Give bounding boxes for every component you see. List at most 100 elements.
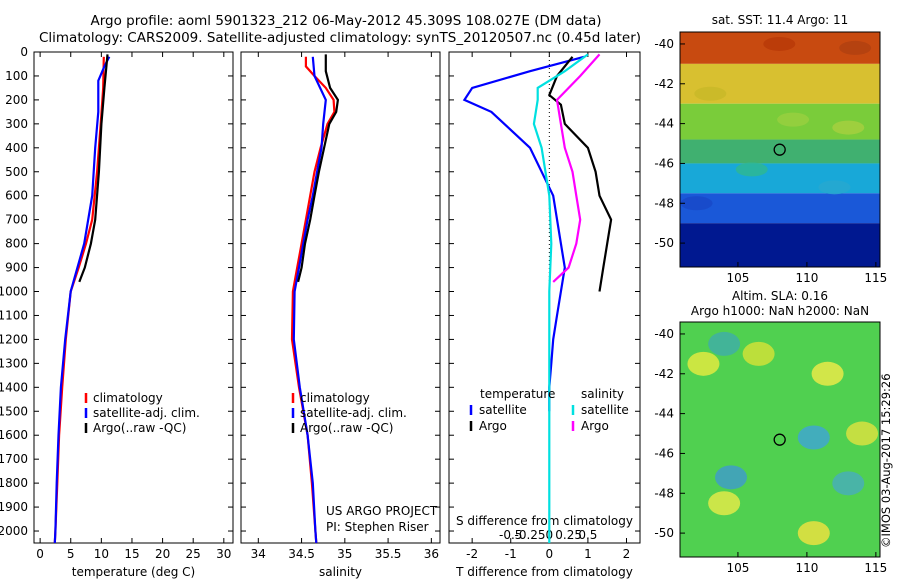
sst_map-lat-tick-label: -48 [654,196,674,210]
sla_map-lat-tick-label: -42 [654,367,674,381]
temperature-x-axis-label: temperature (deg C) [72,565,195,579]
sst_map-lat-tick-label: -40 [654,37,674,51]
legend-entry: satellite-adj. clim. [93,406,200,420]
depth-tick-label: 900 [5,261,28,275]
difference-s-tick-label: -0.5 [499,528,522,542]
sst_map-lat-tick-label: -50 [654,236,674,250]
pi-annotation: PI: Stephen Riser [326,520,429,534]
depth-tick-label: 300 [5,117,28,131]
depth-tick-label: 700 [5,213,28,227]
sla-blob [832,471,865,496]
difference-s-tick-label: 0.25 [555,528,582,542]
sst-texture [763,36,796,51]
temperature-series-line [53,56,111,544]
argo-float-marker [773,143,786,156]
legend-entry: climatology [300,391,370,405]
imos-watermark: ©IMOS 03-Aug-2017 15:29:26 [879,373,893,548]
sla-map-subtitle: Argo h1000: NaN h2000: NaN [691,304,869,318]
sla_map-lat-tick-label: -48 [654,486,674,500]
sst-texture [832,120,865,135]
sst-band [680,193,880,224]
salinity-series-line [292,56,327,544]
sla-blob [708,491,741,516]
difference-series-line [532,53,589,543]
difference-x-tick-label: -2 [466,547,478,561]
sst-band [680,223,880,267]
temperature-x-tick-label: 25 [186,547,201,561]
sla-blob [797,425,830,450]
difference-series-line [547,56,613,292]
sst-map-panel: 105 110 115 -40 -42 -44 -46 -48 -50 sat. SST: 11.… [654,13,887,285]
sla_map-lon-tick-label: 115 [864,561,887,575]
depth-tick-label: 600 [5,189,28,203]
difference-x-axis-label: T difference from climatology [455,565,633,579]
salinity-x-tick-label: 35 [337,547,352,561]
salinity-x-tick-label: 34 [251,547,266,561]
depth-tick-label: 0 [20,45,28,59]
sla_map-lat-tick-label: -40 [654,327,674,341]
legend-entry: satellite-adj. clim. [300,406,407,420]
depth-tick-label: 400 [5,141,28,155]
temperature-x-tick-label: 15 [124,547,139,561]
sst-texture [680,196,713,211]
legend-entry: Argo(..raw -QC) [300,421,393,435]
sla-map-panel: 105 110 115 -40 -42 -44 -46 -48 -50 Altim. SLA: 0… [654,289,887,575]
sst_map-lat-tick-label: -42 [654,77,674,91]
sst-texture [694,86,727,101]
temperature-series-line [78,54,109,283]
depth-tick-label: 500 [5,165,28,179]
legend-entry: Argo(..raw -QC) [93,421,186,435]
sla_map-lat-tick-label: -50 [654,526,674,540]
salinity-x-tick-label: 36 [424,547,439,561]
sst_map-lon-tick-label: 105 [726,271,749,285]
temperature-x-tick-label: 30 [216,547,231,561]
temperature-x-tick-label: 10 [94,547,109,561]
legend-entry: climatology [93,391,163,405]
depth-tick-label: 1300 [0,356,28,370]
sst-texture [818,180,851,195]
salinity-x-tick-label: 34.5 [288,547,315,561]
temperature-panel: 0100200300400500600700800900100011001200… [0,45,234,579]
depth-tick-label: 2000 [0,524,28,538]
sst_map-lon-tick-label: 110 [795,271,818,285]
salinity-panel: 34 34.5 35 35.5 36 salinity climatologysatelli… [240,51,441,579]
sst_map-lat-tick-label: -44 [654,117,674,131]
sla-blob [708,331,741,356]
depth-tick-label: 1800 [0,476,28,490]
depth-tick-label: 1000 [0,285,28,299]
title-line-1: Argo profile: aoml 5901323_212 06-May-20… [90,13,601,29]
legend-group-temperature: temperature [480,387,555,401]
difference-s-axis-label: S difference from climatology [456,514,633,528]
difference-series-line [552,53,601,283]
salinity-x-tick-label: 35.5 [375,547,402,561]
sst_map-lat-tick-label: -46 [654,156,674,170]
difference-panel: -2 -1 0 1 2 T difference from climatology -0.5… [448,51,641,579]
difference-series-line [462,55,585,412]
sst-texture [839,40,872,55]
sst-band [680,139,880,164]
sst-texture [777,112,810,127]
temperature-x-tick-label: 5 [67,547,75,561]
legend-entry: Argo [581,419,609,433]
depth-tick-label: 200 [5,93,28,107]
legend-entry: satellite [479,403,527,417]
depth-tick-label: 100 [5,69,28,83]
depth-tick-label: 1600 [0,428,28,442]
depth-tick-label: 800 [5,237,28,251]
sla-blob [742,341,775,366]
sla-blob [846,421,879,446]
sst_map-lon-tick-label: 115 [864,271,887,285]
legend-entry: Argo [479,419,507,433]
sla_map-frame [679,321,881,558]
salinity-axes-frame [240,51,441,544]
difference-x-tick-label: -1 [505,547,517,561]
depth-tick-label: 1700 [0,452,28,466]
difference-x-tick-label: 2 [623,547,631,561]
sla_map-lat-tick-label: -44 [654,407,674,421]
depth-tick-label: 1200 [0,332,28,346]
sla-blob [797,521,830,546]
legend-group-salinity: salinity [581,387,624,401]
sla-blob [687,351,720,376]
project-annotation: US ARGO PROJECT [326,504,438,518]
